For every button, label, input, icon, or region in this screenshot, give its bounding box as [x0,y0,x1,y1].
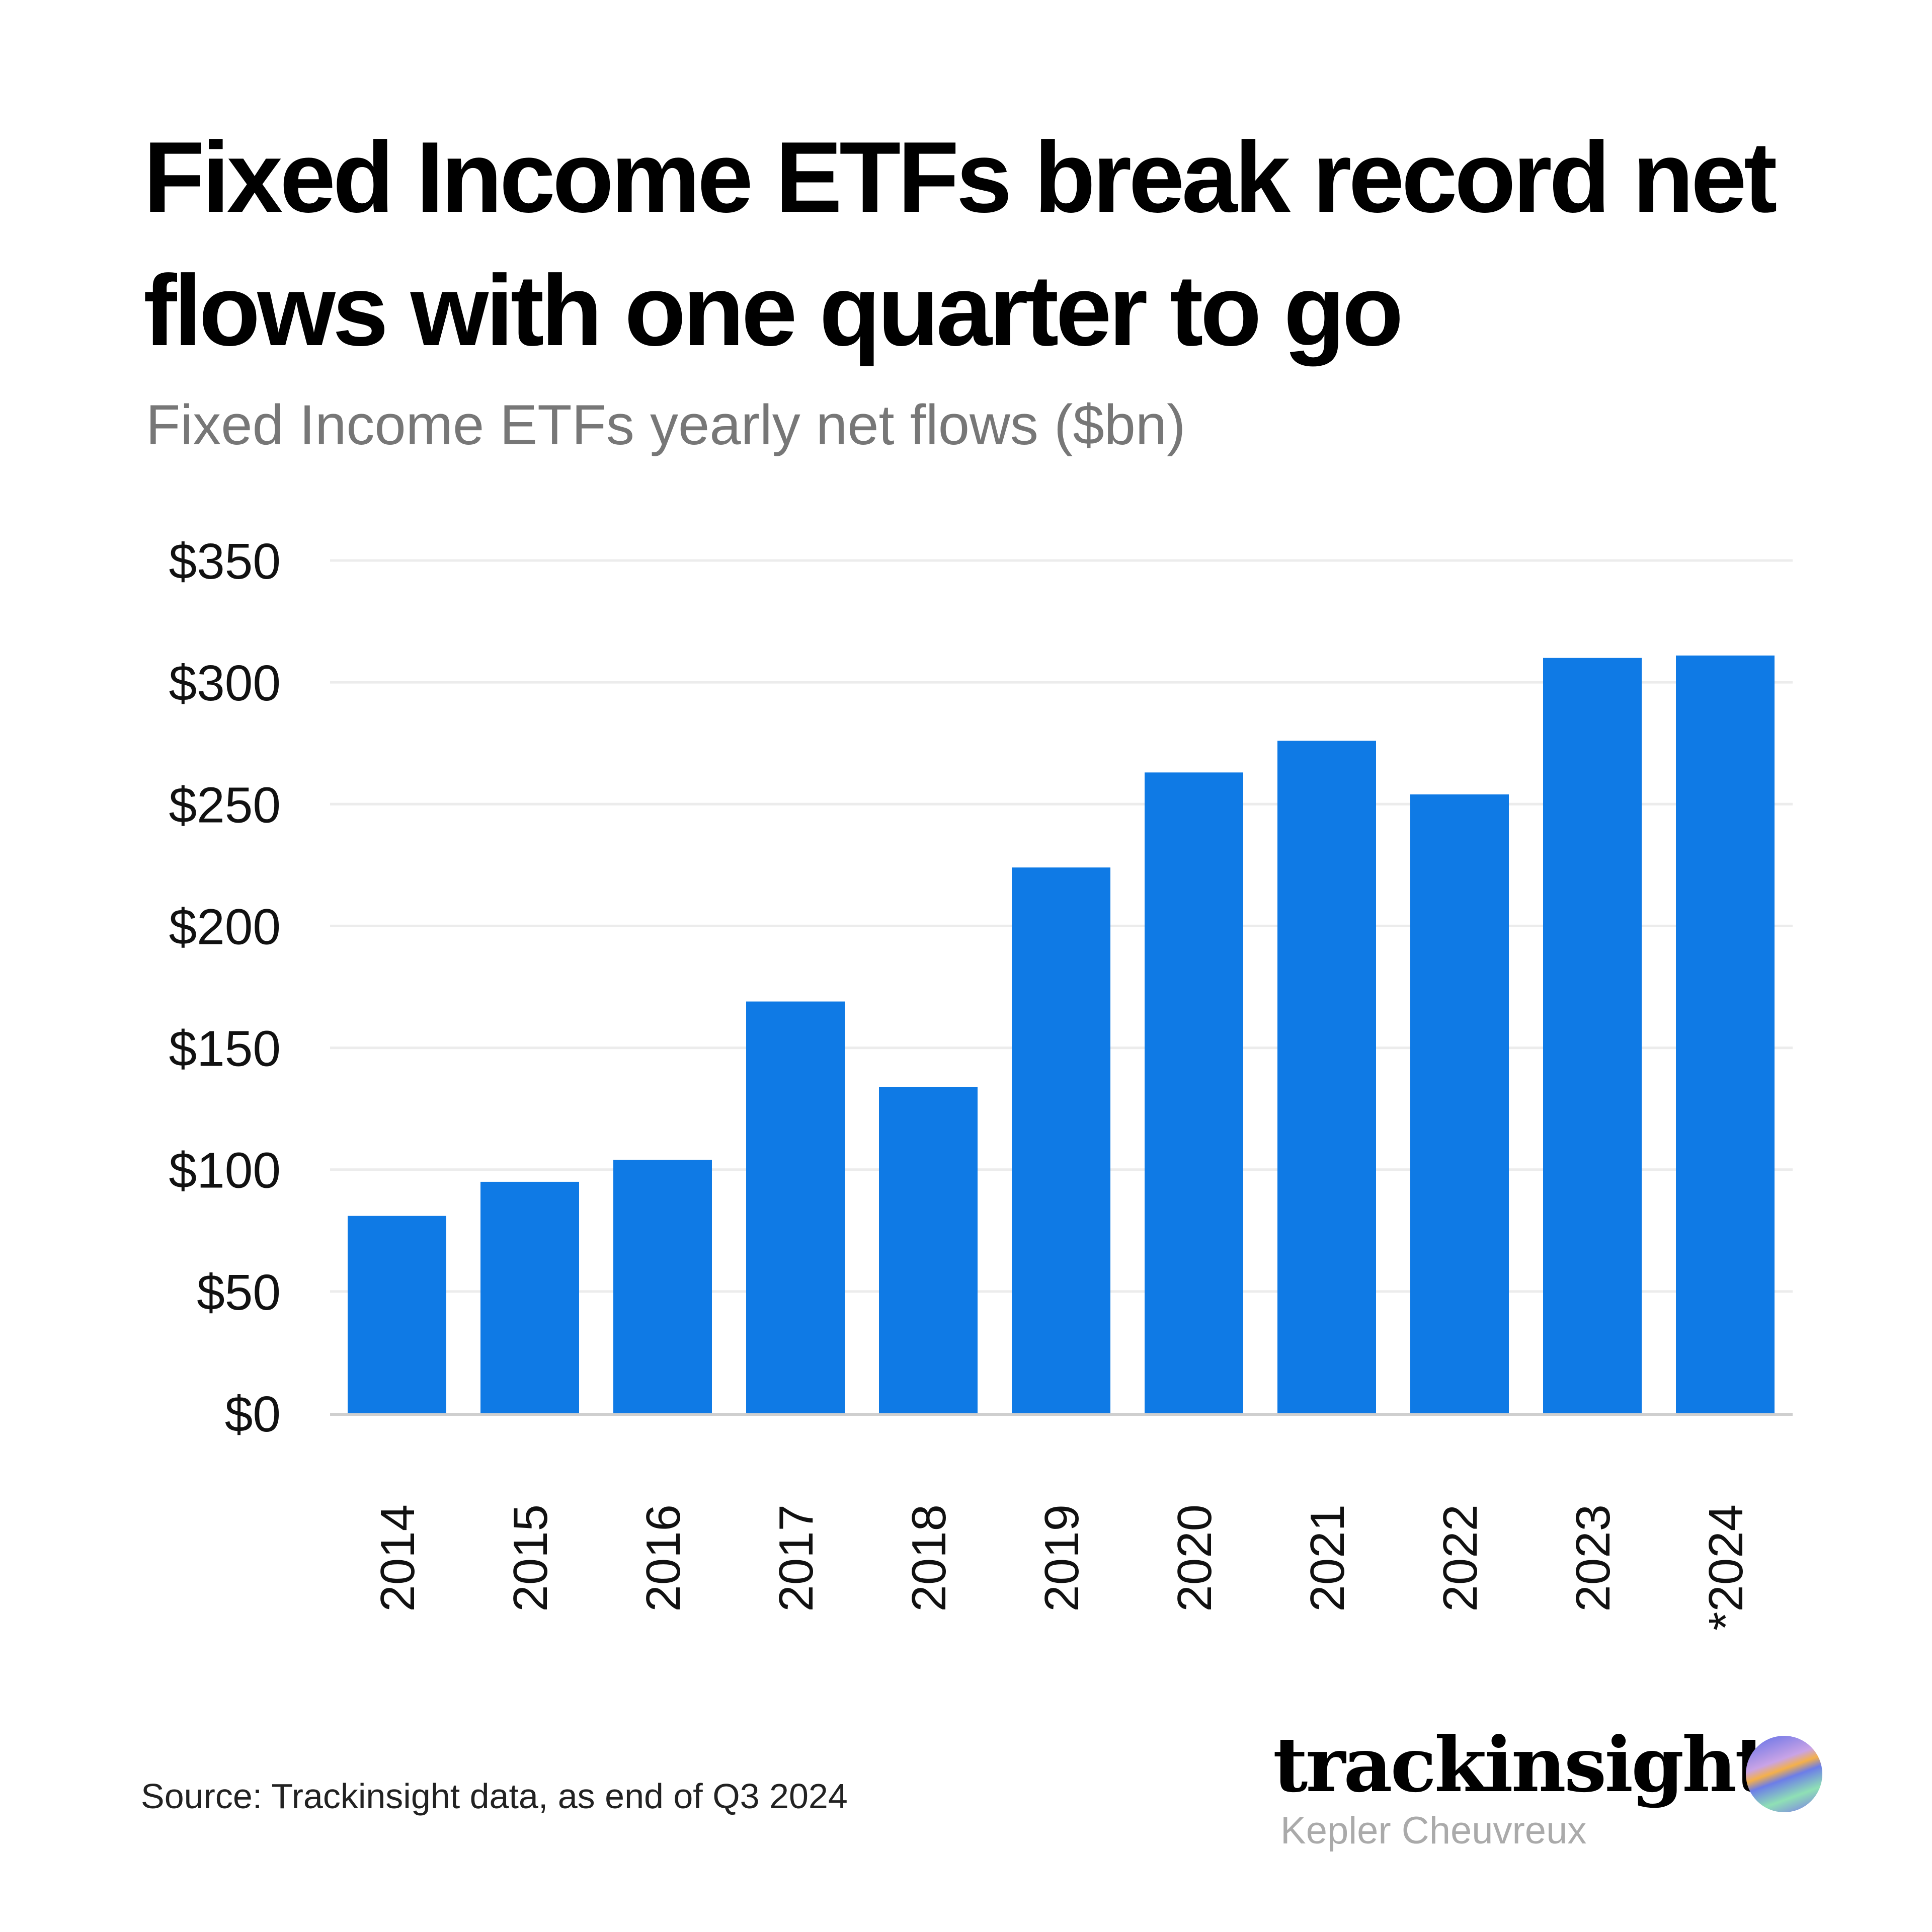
x-tick-label: 2014 [371,1504,425,1612]
bar-2022 [1410,794,1509,1413]
brand-sub-text: Kepler Cheuvreux [1280,1809,1587,1852]
y-tick-label: $0 [225,1386,281,1442]
x-tick-label: 2021 [1301,1504,1354,1612]
x-tick-label: 2016 [636,1504,690,1612]
brand-logo-text: trackinsight [1273,1721,1769,1809]
y-tick-label: $300 [169,655,281,711]
bar-2023 [1543,658,1642,1413]
y-tick-label: $50 [197,1264,281,1321]
bar-2019 [1012,867,1110,1413]
x-tick-label: 2018 [902,1504,956,1612]
x-tick-label: 2019 [1035,1504,1089,1612]
brand-logo-icon [1746,1736,1822,1812]
y-tick-label: $150 [169,1021,281,1077]
y-tick-label: $100 [169,1143,281,1199]
x-tick-label: *2024 [1699,1504,1753,1631]
bar-2024 [1676,655,1775,1413]
x-tick-label: 2023 [1566,1504,1620,1612]
y-tick-label: $350 [169,533,281,590]
x-tick-label: 2022 [1433,1504,1487,1612]
bar-2020 [1145,772,1243,1413]
bar-2021 [1277,741,1376,1413]
bar-2015 [480,1181,579,1413]
bar-2017 [746,1001,845,1413]
x-tick-label: 2017 [769,1504,823,1612]
x-tick-label: 2020 [1168,1504,1222,1612]
y-tick-label: $200 [169,899,281,955]
y-tick-label: $250 [169,777,281,833]
bar-2018 [879,1087,978,1413]
source-note: Source: Trackinsight data, as end of Q3 … [141,1777,848,1816]
chart-title: Fixed Income ETFs break record net flows… [143,121,1778,367]
x-tick-label: 2015 [504,1504,557,1612]
bar-2014 [348,1216,446,1413]
chart-subtitle: Fixed Income ETFs yearly net flows ($bn) [146,393,1186,456]
bar-2016 [613,1160,712,1413]
